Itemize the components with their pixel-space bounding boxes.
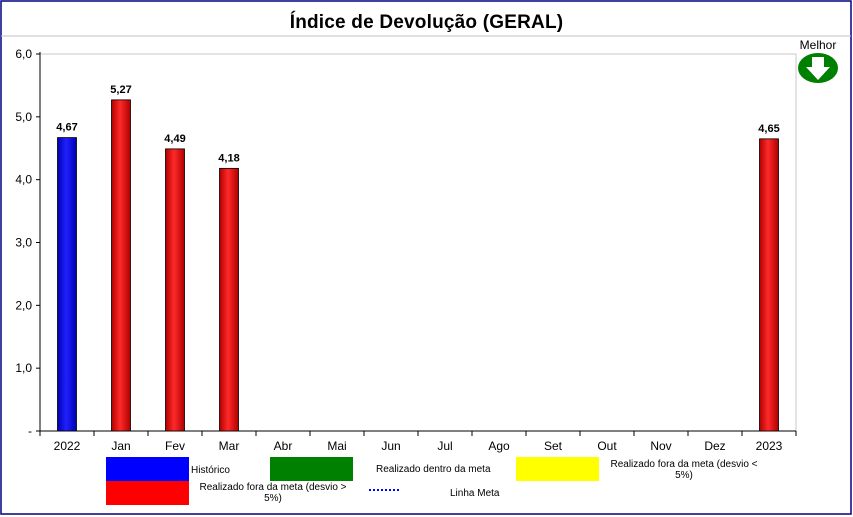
melhor-indicator: Melhor [790, 38, 846, 89]
plot-area [39, 53, 797, 432]
chart-title: Índice de Devolução (GERAL) [289, 12, 564, 33]
x-tick-label: Mai [327, 439, 346, 453]
legend-swatch-fora-meta-menor [516, 457, 599, 481]
data-label: 4,18 [218, 152, 239, 164]
data-label: 4,65 [758, 123, 779, 135]
x-tick-label: Ago [488, 439, 510, 453]
x-tick-label: Out [597, 439, 617, 453]
bar [165, 148, 185, 432]
x-tick-label: Abr [274, 439, 293, 453]
legend-label-linha-meta: Linha Meta [450, 488, 500, 499]
legend-line-meta [369, 489, 401, 491]
bar [111, 99, 131, 432]
data-label: 4,49 [164, 133, 185, 145]
data-label: 5,27 [110, 84, 131, 96]
legend-swatch-historico [106, 457, 189, 481]
bar [759, 138, 779, 432]
legend-swatch-dentro-meta [270, 457, 353, 481]
legend-label-fora-meta-menor: Realizado fora da meta (desvio < 5%) [610, 459, 758, 481]
y-tick-label: 3,0 [15, 236, 32, 250]
y-tick-label: 4,0 [15, 173, 32, 187]
x-tick-label: 2023 [756, 439, 783, 453]
melhor-label: Melhor [799, 38, 837, 52]
y-tick-label: - [28, 424, 32, 438]
data-label: 4,67 [56, 122, 77, 134]
x-tick-label: Fev [165, 439, 185, 453]
y-tick-label: 6,0 [15, 47, 32, 61]
x-tick-label: Jan [111, 439, 130, 453]
x-tick-label: Dez [704, 439, 725, 453]
bar [57, 137, 77, 432]
x-tick-label: Mar [219, 439, 240, 453]
x-tick-label: 2022 [54, 439, 81, 453]
y-tick-label: 2,0 [15, 298, 32, 312]
bar [219, 167, 239, 432]
legend-label-fora-meta-maior: Realizado fora da meta (desvio > 5%) [199, 482, 347, 504]
legend-label-dentro-meta: Realizado dentro da meta [376, 464, 491, 475]
x-tick-label: Jun [381, 439, 400, 453]
x-tick-label: Nov [650, 439, 671, 453]
y-tick-label: 5,0 [15, 110, 32, 124]
arrow-down-icon [798, 53, 838, 83]
legend-label-historico: Histórico [191, 465, 230, 476]
legend-swatch-fora-meta-maior [106, 481, 189, 505]
x-tick-label: Set [544, 439, 563, 453]
x-tick-label: Jul [437, 439, 452, 453]
y-tick-label: 1,0 [15, 361, 32, 375]
